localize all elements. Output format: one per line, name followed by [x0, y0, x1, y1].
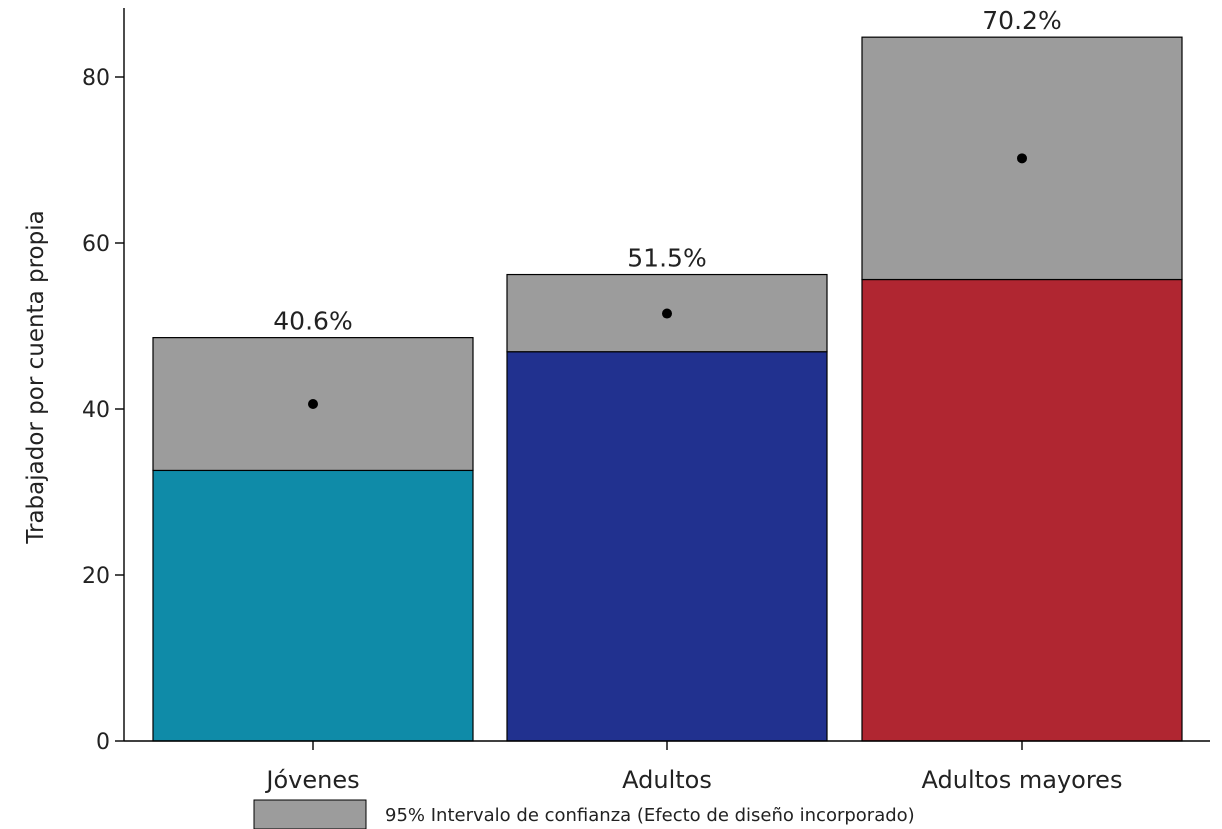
value-label-1: 51.5%: [627, 244, 706, 273]
x-tick-label-2: Adultos mayores: [922, 766, 1123, 794]
bar-0: [152, 469, 474, 742]
legend-swatch: [253, 799, 367, 829]
y-tick-label-0: 0: [96, 730, 110, 755]
y-axis-label: Trabajador por cuenta propia: [23, 210, 49, 544]
value-label-2: 70.2%: [982, 6, 1061, 35]
bar-1: [506, 351, 828, 742]
bars-layer: 40.6% 51.5% 70.2%: [152, 6, 1183, 742]
y-tick-label-1: 20: [82, 564, 110, 589]
legend: 95% Intervalo de confianza (Efecto de di…: [253, 799, 915, 829]
point-estimate-0: [308, 399, 318, 410]
y-tick-label-3: 60: [82, 232, 110, 257]
x-tick-label-1: Adultos: [622, 766, 712, 794]
axes-layer: 0 20 40 60 80 Jóvenes Adultos Adultos mayores: [82, 8, 1210, 794]
y-tick-label-4: 80: [82, 66, 110, 91]
x-tick-label-0: Jóvenes: [264, 766, 359, 794]
value-label-0: 40.6%: [273, 307, 352, 336]
point-estimate-1: [662, 308, 672, 319]
point-estimate-2: [1017, 153, 1027, 164]
bar-2: [861, 278, 1183, 742]
y-tick-label-2: 40: [82, 398, 110, 423]
legend-label: 95% Intervalo de confianza (Efecto de di…: [385, 805, 915, 826]
